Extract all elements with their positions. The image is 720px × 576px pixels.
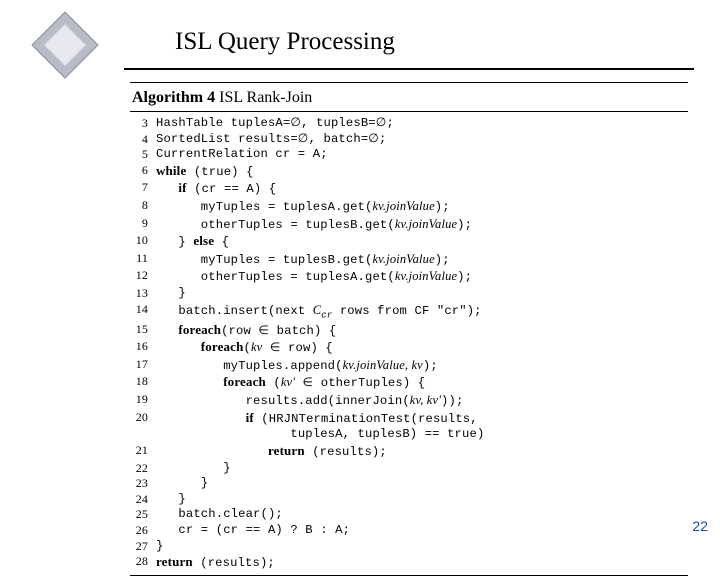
code-text: return (results); bbox=[156, 443, 688, 461]
code-text: if (HRJNTerminationTest(results, bbox=[156, 410, 688, 428]
code-line: 9 otherTuples = tuplesB.get(kv.joinValue… bbox=[130, 216, 688, 234]
code-text: } else { bbox=[156, 233, 688, 251]
code-text: } bbox=[156, 461, 688, 477]
code-line: 18 foreach (kv' ∈ otherTuples) { bbox=[130, 374, 688, 392]
code-line: 26 cr = (cr == A) ? B : A; bbox=[130, 523, 688, 539]
line-number: 8 bbox=[130, 198, 156, 216]
code-line: 8 myTuples = tuplesA.get(kv.joinValue); bbox=[130, 198, 688, 216]
line-number: 24 bbox=[130, 492, 156, 508]
code-line: 6while (true) { bbox=[130, 163, 688, 181]
code-text: otherTuples = tuplesA.get(kv.joinValue); bbox=[156, 268, 688, 286]
code-line: 3HashTable tuplesA=∅, tuplesB=∅; bbox=[130, 116, 688, 132]
code-text: } bbox=[156, 286, 688, 302]
code-text: otherTuples = tuplesB.get(kv.joinValue); bbox=[156, 216, 688, 234]
line-number: 26 bbox=[130, 523, 156, 539]
code-line: 7 if (cr == A) { bbox=[130, 180, 688, 198]
code-text: cr = (cr == A) ? B : A; bbox=[156, 523, 688, 539]
line-number: 16 bbox=[130, 339, 156, 357]
code-line: 23 } bbox=[130, 476, 688, 492]
code-line: tuplesA, tuplesB) == true) bbox=[130, 427, 688, 443]
code-line: 4SortedList results=∅, batch=∅; bbox=[130, 132, 688, 148]
code-line: 27} bbox=[130, 539, 688, 555]
line-number: 19 bbox=[130, 392, 156, 410]
line-number: 5 bbox=[130, 147, 156, 163]
code-text: return (results); bbox=[156, 554, 688, 572]
line-number: 20 bbox=[130, 410, 156, 428]
line-number: 14 bbox=[130, 302, 156, 322]
code-text: if (cr == A) { bbox=[156, 180, 688, 198]
code-line: 22 } bbox=[130, 461, 688, 477]
code-text: batch.clear(); bbox=[156, 507, 688, 523]
line-number: 4 bbox=[130, 132, 156, 148]
line-number: 25 bbox=[130, 507, 156, 523]
code-text: } bbox=[156, 476, 688, 492]
code-line: 15 foreach(row ∈ batch) { bbox=[130, 322, 688, 340]
code-line: 16 foreach(kv ∈ row) { bbox=[130, 339, 688, 357]
code-text: } bbox=[156, 539, 688, 555]
slide-title: ISL Query Processing bbox=[175, 28, 395, 56]
code-line: 11 myTuples = tuplesB.get(kv.joinValue); bbox=[130, 251, 688, 269]
code-text: while (true) { bbox=[156, 163, 688, 181]
line-number: 17 bbox=[130, 357, 156, 375]
code-line: 10 } else { bbox=[130, 233, 688, 251]
code-text: myTuples = tuplesB.get(kv.joinValue); bbox=[156, 251, 688, 269]
code-line: 24 } bbox=[130, 492, 688, 508]
code-text: } bbox=[156, 492, 688, 508]
line-number: 18 bbox=[130, 374, 156, 392]
algorithm-code: 3HashTable tuplesA=∅, tuplesB=∅;4SortedL… bbox=[130, 116, 688, 572]
code-text: batch.insert(next Ccr rows from CF "cr")… bbox=[156, 302, 688, 322]
page-number: 22 bbox=[692, 518, 708, 534]
algorithm-name: ISL Rank-Join bbox=[219, 89, 312, 106]
line-number: 9 bbox=[130, 216, 156, 234]
code-line: 28return (results); bbox=[130, 554, 688, 572]
line-number bbox=[130, 427, 156, 443]
code-text: myTuples = tuplesA.get(kv.joinValue); bbox=[156, 198, 688, 216]
code-line: 21 return (results); bbox=[130, 443, 688, 461]
code-line: 5CurrentRelation cr = A; bbox=[130, 147, 688, 163]
code-text: myTuples.append(kv.joinValue, kv); bbox=[156, 357, 688, 375]
line-number: 22 bbox=[130, 461, 156, 477]
algorithm-top-rule bbox=[130, 82, 688, 83]
code-text: tuplesA, tuplesB) == true) bbox=[156, 427, 688, 443]
code-line: 14 batch.insert(next Ccr rows from CF "c… bbox=[130, 302, 688, 322]
line-number: 3 bbox=[130, 116, 156, 132]
code-text: HashTable tuplesA=∅, tuplesB=∅; bbox=[156, 116, 688, 132]
title-rule bbox=[124, 68, 694, 70]
code-line: 12 otherTuples = tuplesA.get(kv.joinValu… bbox=[130, 268, 688, 286]
line-number: 23 bbox=[130, 476, 156, 492]
code-text: SortedList results=∅, batch=∅; bbox=[156, 132, 688, 148]
line-number: 27 bbox=[130, 539, 156, 555]
code-text: foreach (kv' ∈ otherTuples) { bbox=[156, 374, 688, 392]
code-text: results.add(innerJoin(kv, kv')); bbox=[156, 392, 688, 410]
line-number: 10 bbox=[130, 233, 156, 251]
line-number: 6 bbox=[130, 163, 156, 181]
code-line: 13 } bbox=[130, 286, 688, 302]
code-line: 25 batch.clear(); bbox=[130, 507, 688, 523]
line-number: 15 bbox=[130, 322, 156, 340]
code-text: CurrentRelation cr = A; bbox=[156, 147, 688, 163]
code-line: 19 results.add(innerJoin(kv, kv')); bbox=[130, 392, 688, 410]
algorithm-label: Algorithm 4 bbox=[132, 89, 215, 106]
algorithm-caption: Algorithm 4 ISL Rank-Join bbox=[130, 87, 688, 111]
line-number: 13 bbox=[130, 286, 156, 302]
code-text: foreach(row ∈ batch) { bbox=[156, 322, 688, 340]
line-number: 7 bbox=[130, 180, 156, 198]
line-number: 11 bbox=[130, 251, 156, 269]
code-text: foreach(kv ∈ row) { bbox=[156, 339, 688, 357]
algorithm-mid-rule bbox=[130, 111, 688, 112]
code-line: 20 if (HRJNTerminationTest(results, bbox=[130, 410, 688, 428]
line-number: 21 bbox=[130, 443, 156, 461]
line-number: 12 bbox=[130, 268, 156, 286]
algorithm-block: Algorithm 4 ISL Rank-Join 3HashTable tup… bbox=[130, 82, 688, 576]
line-number: 28 bbox=[130, 554, 156, 572]
diamond-bullet-icon bbox=[30, 10, 100, 80]
code-line: 17 myTuples.append(kv.joinValue, kv); bbox=[130, 357, 688, 375]
